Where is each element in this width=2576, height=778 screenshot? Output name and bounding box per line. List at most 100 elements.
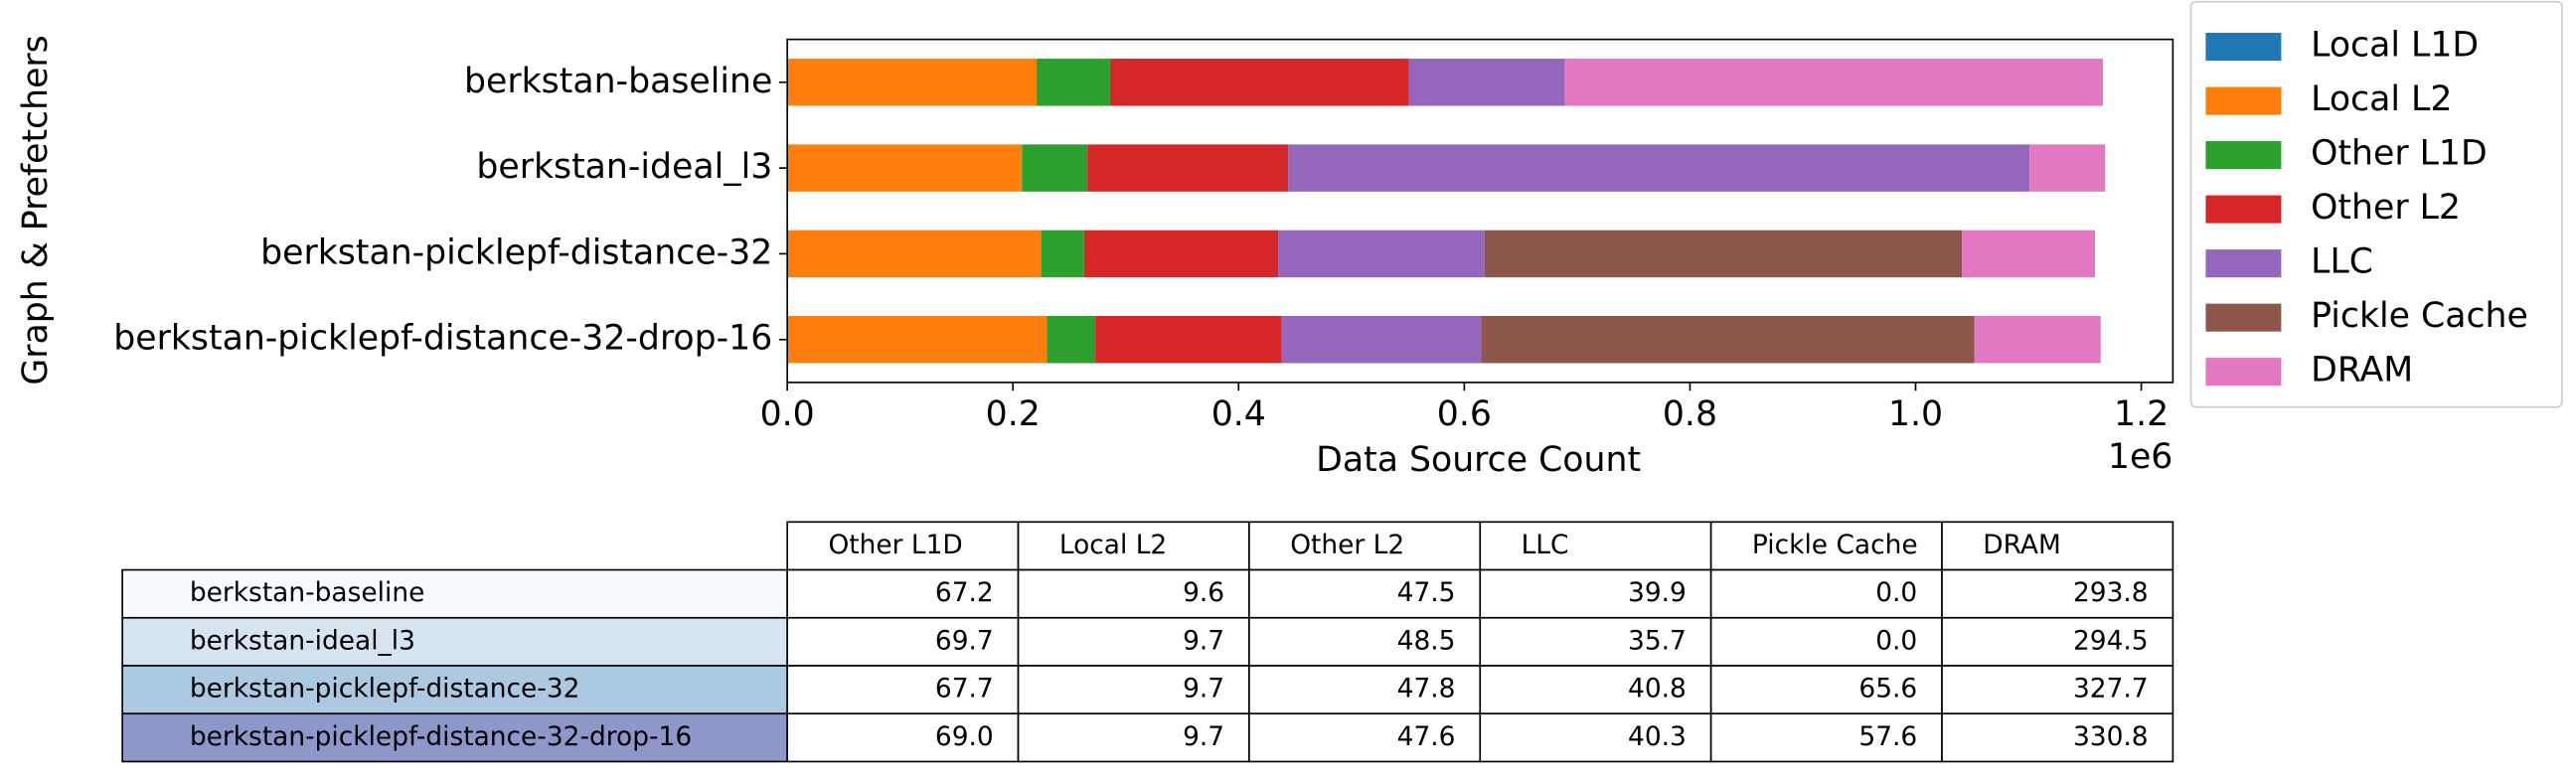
bar-segment: [1095, 316, 1282, 364]
bar-segment: [1083, 230, 1279, 278]
table-header: Pickle Cache: [1752, 530, 1918, 560]
x-tick-label: 0.2: [986, 394, 1041, 434]
table-row-label: berkstan-baseline: [190, 577, 424, 608]
table-cell: [1479, 712, 1712, 763]
plot-frame: [786, 38, 2174, 384]
x-tick-label: 0.8: [1663, 394, 1717, 434]
legend-label: Local L2: [2311, 79, 2452, 119]
legend-frame: [2189, 0, 2563, 408]
bar-segment: [787, 59, 1038, 106]
legend-swatch: [2205, 303, 2282, 332]
table-header-cell: [1941, 521, 2174, 571]
legend-swatch: [2205, 86, 2282, 115]
table-cell: [1709, 712, 1943, 763]
legend-label: DRAM: [2311, 350, 2413, 389]
table-cell-text: 330.8: [2073, 721, 2149, 752]
table-cell-text: 65.6: [1858, 674, 1917, 704]
table-cell-text: 35.7: [1628, 625, 1687, 656]
table-cell-text: 69.0: [935, 721, 994, 752]
table-cell: [1479, 616, 1712, 667]
table-cell: [1709, 616, 1943, 667]
bar-segment: [1109, 59, 1409, 106]
legend-swatch: [2205, 33, 2282, 62]
bar-segment: [1962, 230, 2096, 278]
table-cell: [786, 712, 1020, 763]
legend-swatch: [2205, 195, 2282, 224]
table-header-cell: [786, 521, 1020, 571]
table-cell: [1941, 616, 2174, 667]
table-cell: [1017, 665, 1250, 715]
table-header: DRAM: [1983, 530, 2061, 560]
table-cell-text: 0.0: [1875, 577, 1917, 608]
y-axis-label: Graph & Prefetchers: [16, 35, 56, 385]
table-cell: [1941, 712, 2174, 763]
y-tick-label: berkstan-baseline: [464, 62, 772, 101]
table-cell-text: 47.6: [1397, 721, 1456, 752]
y-tick-label: berkstan-picklepf-distance-32: [260, 233, 772, 272]
table-header-cell: [1709, 521, 1943, 571]
x-tick-label: 0.4: [1211, 394, 1266, 434]
bar-segment: [1281, 316, 1482, 364]
table-row-label: berkstan-ideal_l3: [190, 625, 415, 656]
bar-segment: [1484, 230, 1963, 278]
table-cell-text: 0.0: [1875, 625, 1917, 656]
legend-label: Pickle Cache: [2311, 296, 2528, 336]
legend-label: Local L1D: [2311, 25, 2479, 65]
bar-segment: [1278, 230, 1485, 278]
bar-segment: [1564, 59, 2103, 106]
table-header: Other L2: [1290, 530, 1404, 560]
table-header-cell: [1479, 521, 1712, 571]
x-tick-label: 1.0: [1888, 394, 1943, 434]
x-tick-label: 0.0: [760, 394, 815, 434]
x-tick-label: 0.6: [1437, 394, 1492, 434]
bar-segment: [787, 230, 1042, 278]
table-header-cell: [1248, 521, 1482, 571]
bar-segment: [787, 144, 1023, 192]
table-cell-text: 294.5: [2073, 625, 2149, 656]
table-cell-text: 40.8: [1628, 674, 1687, 704]
table-header: LLC: [1522, 530, 1569, 560]
table-row-label: berkstan-picklepf-distance-32: [190, 674, 580, 704]
offset-label: 1e6: [2108, 437, 2173, 477]
table-cell-text: 67.2: [935, 577, 994, 608]
table-cell-text: 40.3: [1628, 721, 1687, 752]
table-row-label-cell: [121, 665, 788, 715]
table-cell: [1941, 568, 2174, 619]
table-cell: [1248, 616, 1482, 667]
table-cell: [1709, 568, 1943, 619]
table-cell-text: 67.7: [935, 674, 994, 704]
table-cell-text: 47.5: [1397, 577, 1456, 608]
bar-segment: [1974, 316, 2101, 364]
table-cell-text: 48.5: [1397, 625, 1456, 656]
legend-swatch: [2205, 141, 2282, 170]
y-tick-label: berkstan-ideal_l3: [476, 147, 772, 187]
table-cell-text: 57.6: [1858, 721, 1917, 752]
table-cell-text: 69.7: [935, 625, 994, 656]
table-cell: [1017, 616, 1250, 667]
x-axis-label: Data Source Count: [1316, 440, 1641, 480]
table-cell: [1941, 665, 2174, 715]
table-cell: [786, 616, 1020, 667]
y-tick-label: berkstan-picklepf-distance-32-drop-16: [113, 319, 772, 359]
table-row-label-cell: [121, 568, 788, 619]
table-cell: [1017, 712, 1250, 763]
table-cell: [1479, 568, 1712, 619]
table-cell-text: 9.6: [1183, 577, 1224, 608]
bar-segment: [1481, 316, 1975, 364]
bar-segment: [1037, 59, 1110, 106]
table-cell-text: 327.7: [2073, 674, 2149, 704]
legend-swatch: [2205, 249, 2282, 278]
legend-label: Other L2: [2311, 188, 2461, 228]
table-cell-text: 9.7: [1183, 674, 1224, 704]
table-cell: [1248, 712, 1482, 763]
bar-segment: [1087, 144, 1289, 192]
table-header: Local L2: [1059, 530, 1167, 560]
table-cell: [1248, 568, 1482, 619]
bar-segment: [2029, 144, 2106, 192]
table-cell-text: 39.9: [1628, 577, 1687, 608]
table-cell-text: 293.8: [2073, 577, 2149, 608]
legend-label: Other L1D: [2311, 133, 2488, 173]
table-row-label: berkstan-picklepf-distance-32-drop-16: [190, 721, 692, 752]
table-cell-text: 9.7: [1183, 721, 1224, 752]
bar-segment: [787, 316, 1047, 364]
